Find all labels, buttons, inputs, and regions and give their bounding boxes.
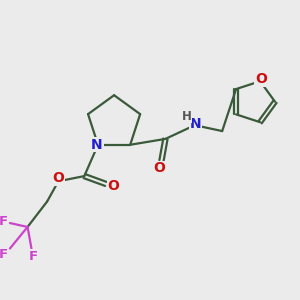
Text: F: F xyxy=(0,248,8,261)
Text: O: O xyxy=(52,171,64,185)
Text: O: O xyxy=(154,161,166,175)
Text: H: H xyxy=(182,110,192,123)
Text: O: O xyxy=(108,179,120,193)
Text: F: F xyxy=(29,250,38,263)
Text: N: N xyxy=(190,117,202,131)
Text: O: O xyxy=(255,72,267,86)
Text: N: N xyxy=(91,138,103,152)
Text: F: F xyxy=(0,214,8,228)
